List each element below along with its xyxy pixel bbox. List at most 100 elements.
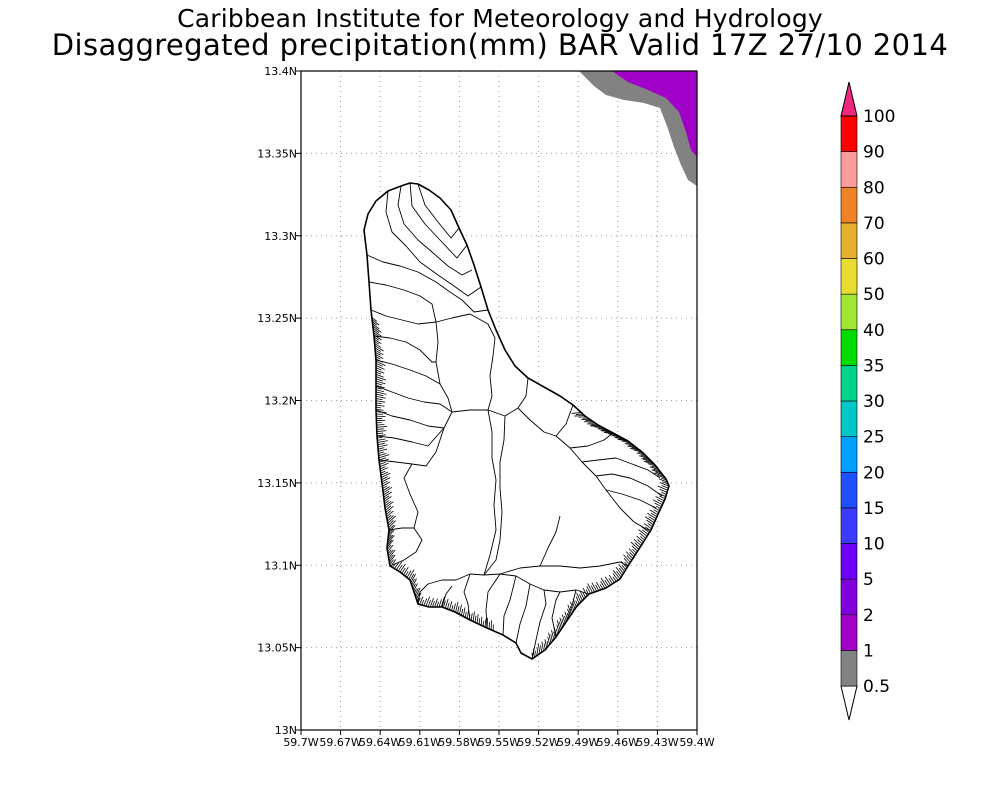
drainage-line	[612, 576, 617, 582]
drainage-line	[381, 476, 388, 481]
drainage-line	[638, 529, 648, 537]
drainage-line	[373, 332, 380, 337]
drainage-line	[646, 519, 654, 526]
drainage-line	[579, 590, 585, 600]
drainage-line	[657, 492, 666, 497]
drainage-line	[624, 561, 629, 567]
colorbar-segment	[840, 507, 858, 544]
drainage-line	[387, 544, 394, 552]
drainage-line	[371, 319, 380, 326]
drainage-line	[628, 548, 636, 556]
drainage-line	[540, 645, 543, 653]
drainage-line	[377, 438, 386, 441]
drainage-line	[444, 598, 449, 609]
precipitation-field	[579, 71, 697, 186]
drainage-line	[571, 412, 582, 414]
drainage-line	[459, 604, 462, 615]
drainage-line	[658, 478, 668, 483]
drainage-line	[375, 391, 387, 395]
drainage-line	[626, 555, 632, 561]
drainage-line	[419, 596, 424, 605]
drainage-line	[388, 549, 394, 557]
colorbar-label: 70	[863, 214, 885, 234]
drainage-line	[395, 560, 403, 571]
lat-tick-label: 13.35N	[257, 147, 297, 160]
drainage-line	[421, 600, 425, 606]
lon-tick-label: 59.67W	[319, 736, 361, 749]
drainage-line	[374, 343, 382, 348]
drainage-line	[546, 640, 549, 647]
drainage-line	[637, 539, 643, 545]
drainage-line	[374, 345, 384, 352]
barbados-coastline	[363, 182, 670, 660]
drainage-line	[388, 529, 393, 535]
drainage-line	[375, 384, 385, 389]
colorbar-label: 15	[863, 499, 885, 519]
lon-tick-label: 59.64W	[359, 736, 401, 749]
drainage-line	[388, 554, 394, 561]
drainage-line	[653, 468, 660, 472]
drainage-line	[414, 588, 419, 596]
drainage-line	[652, 499, 663, 506]
drainage-line	[582, 591, 586, 598]
drainage-line	[374, 341, 379, 345]
drainage-line	[436, 601, 439, 608]
drainage-line	[374, 347, 382, 352]
drainage-line	[654, 502, 662, 508]
colorbar-label: 5	[863, 570, 874, 590]
drainage-line	[612, 573, 619, 581]
drainage-line	[376, 428, 384, 430]
colorbar-segment	[840, 436, 858, 473]
drainage-line	[595, 581, 602, 591]
drainage-line	[381, 472, 391, 478]
drainage-line	[551, 629, 555, 640]
drainage-line	[462, 607, 466, 617]
drainage-line	[376, 426, 388, 428]
drainage-line	[561, 618, 565, 626]
drainage-line	[410, 573, 417, 583]
drainage-line	[638, 451, 644, 454]
drainage-line	[629, 552, 635, 557]
drainage-line	[470, 612, 473, 621]
lat-tick-label: 13.15N	[257, 477, 297, 490]
drainage-line	[634, 542, 641, 548]
colorbar-label: 0.5	[863, 677, 890, 697]
drainage-line	[630, 541, 640, 550]
drainage-line	[478, 618, 481, 625]
lon-tick-label: 59.4W	[679, 736, 714, 749]
coastal-drainage-lines	[371, 317, 670, 659]
title-line-1: Caribbean Institute for Meteorology and …	[177, 4, 823, 33]
drainage-line	[602, 429, 609, 432]
colorbar-label: 60	[863, 250, 885, 270]
drainage-line	[599, 584, 604, 590]
colorbar-segment	[840, 293, 858, 331]
colorbar-segment	[840, 365, 858, 402]
colorbar-label: 80	[863, 178, 885, 198]
drainage-line	[376, 430, 387, 432]
drainage-line	[647, 523, 653, 528]
drainage-line	[372, 325, 382, 333]
title-line-2: Disaggregated precipitation(mm) BAR Vali…	[51, 28, 949, 62]
drainage-line	[543, 643, 546, 650]
lat-tick-label: 13N	[275, 724, 297, 737]
drainage-line	[375, 374, 384, 378]
drainage-line	[386, 544, 392, 550]
drainage-line	[401, 567, 406, 574]
drainage-line	[553, 627, 557, 637]
drainage-line	[572, 603, 576, 609]
lon-tick-label: 59.46W	[597, 736, 639, 749]
drainage-line	[638, 455, 649, 459]
drainage-line	[659, 495, 666, 500]
drainage-line	[434, 598, 438, 608]
drainage-line	[531, 652, 534, 659]
drainage-line	[375, 404, 385, 407]
drainage-line	[582, 587, 588, 597]
drainage-line	[375, 389, 385, 393]
drainage-line	[427, 600, 431, 607]
drainage-line	[449, 601, 453, 610]
drainage-line	[655, 471, 663, 476]
drainage-line	[589, 425, 601, 427]
drainage-line	[579, 594, 583, 601]
drainage-line	[432, 601, 435, 608]
drainage-line	[633, 538, 642, 546]
